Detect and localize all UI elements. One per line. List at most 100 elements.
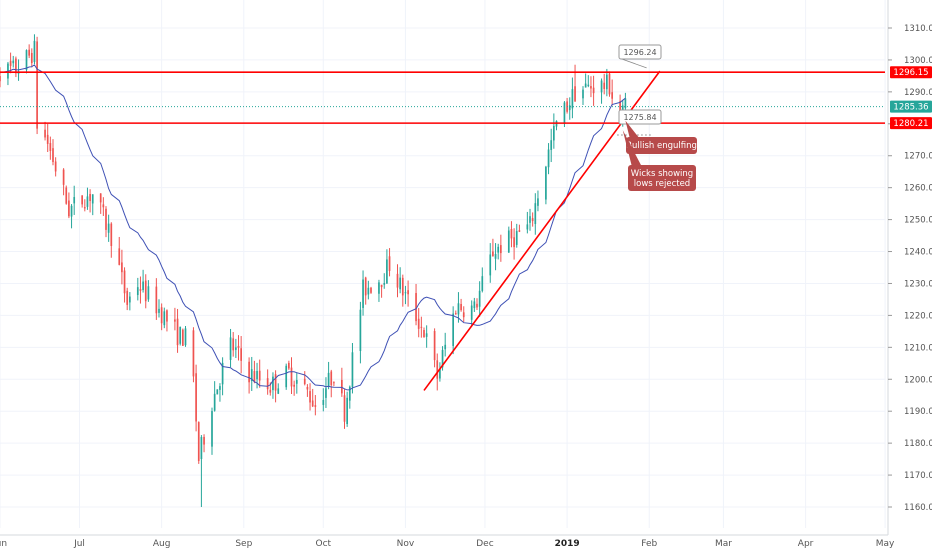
candle-body [290,367,293,387]
candle-body [256,370,258,380]
candle-body [49,143,52,151]
candle-body [341,379,343,394]
candle-body [383,283,386,285]
candle-body [531,218,534,222]
candle-body [606,74,608,90]
candle-body [330,371,333,386]
candle-body [46,134,49,144]
candle-body [179,326,182,344]
candle-body [507,230,510,253]
candle-body [81,195,83,205]
candle-body [121,262,123,273]
candle-body [73,197,76,204]
candle-body [274,374,277,391]
candle-body [457,303,460,315]
candle-body [590,86,592,89]
candle-body [582,89,584,99]
candle-body [333,382,335,384]
x-tick-label: Jun [0,539,7,549]
support-price-tag: 1280.21 [893,119,928,129]
support-price-tag-bg [890,117,932,130]
candle-body [568,105,571,111]
candle-body [28,49,30,56]
candle-body [288,362,290,369]
candle-body [386,259,388,284]
candle-body [603,82,606,89]
candle-body [500,245,502,254]
candle-body [147,286,150,300]
resistance-price-tag: 1296.15 [893,68,928,78]
x-tick-label: Apr [798,539,814,549]
candle-body [272,376,274,391]
candle-body [250,369,253,381]
candle-body [404,292,407,294]
price-note-low: 1275.84 [623,113,656,122]
candle-body [195,373,197,422]
callout-wicks-pointer [622,130,642,167]
candle-body [136,287,139,296]
x-tick-label: 2019 [555,539,580,549]
candle-body [441,349,444,368]
price-axis: 1160.00 1170.00 1180.00 1190.00 1200.00 1210.… [887,0,932,535]
candle-body [547,149,550,168]
candle-body [380,284,383,288]
candle-body [295,380,298,384]
candle-body [518,230,521,232]
y-tick-label: 1310.00 [904,24,932,34]
candle-body [600,80,603,93]
y-tick-label: 1190.00 [904,407,932,417]
candle-body [359,309,362,352]
x-tick-label: Sep [235,539,252,549]
x-tick-label: Nov [397,539,415,549]
candle-body [174,319,176,322]
candle-body [142,281,144,291]
x-tick-label: Mar [715,539,732,549]
candle-body [553,125,555,141]
candle-body [306,386,309,390]
y-tick-label: 1170.00 [904,471,932,481]
resistance-price-tag-bg [890,66,932,79]
candle-body [30,53,33,64]
candle-body [107,223,110,233]
candle-body [343,395,346,422]
candle-body [407,290,409,295]
grid-lines [0,0,886,528]
candle-body [592,87,595,94]
annotations: 1296.24 1275.84 Bullish engulfing Wicks sho… [618,44,697,191]
candle-body [166,310,168,322]
y-tick-label: 1250.00 [904,216,932,226]
overlays [0,64,885,391]
candle-body [436,360,439,379]
moving-average-line [0,64,626,391]
y-tick-label: 1260.00 [904,184,932,194]
candle-body [52,148,54,163]
candle-body [473,301,476,309]
candle-body [388,256,391,271]
candle-body [348,386,351,401]
candle-body [494,254,497,259]
candle-body [158,308,160,313]
callout-engulfing-line: Bullish engulfing [626,141,697,151]
price-note-high-box [618,44,662,60]
callout-engulfing-pointer [625,120,640,139]
candle-body [277,388,280,394]
candle-body [478,290,481,307]
candle-body [62,169,65,185]
candle-body [285,365,288,388]
candle-body [362,279,364,308]
candle-body [25,50,28,70]
candle-body [266,378,269,390]
candle-body [139,289,142,291]
candle-body [91,194,94,204]
candle-body [327,372,330,387]
candle-body [322,399,325,405]
x-tick-label: Aug [153,539,171,549]
x-tick-label: Oct [316,539,332,549]
candle-body [497,246,500,253]
price-note-low-box [618,109,662,125]
candle-body [12,60,15,64]
candle-body [423,330,425,338]
candle-body [470,305,473,320]
candle-body [293,384,295,387]
